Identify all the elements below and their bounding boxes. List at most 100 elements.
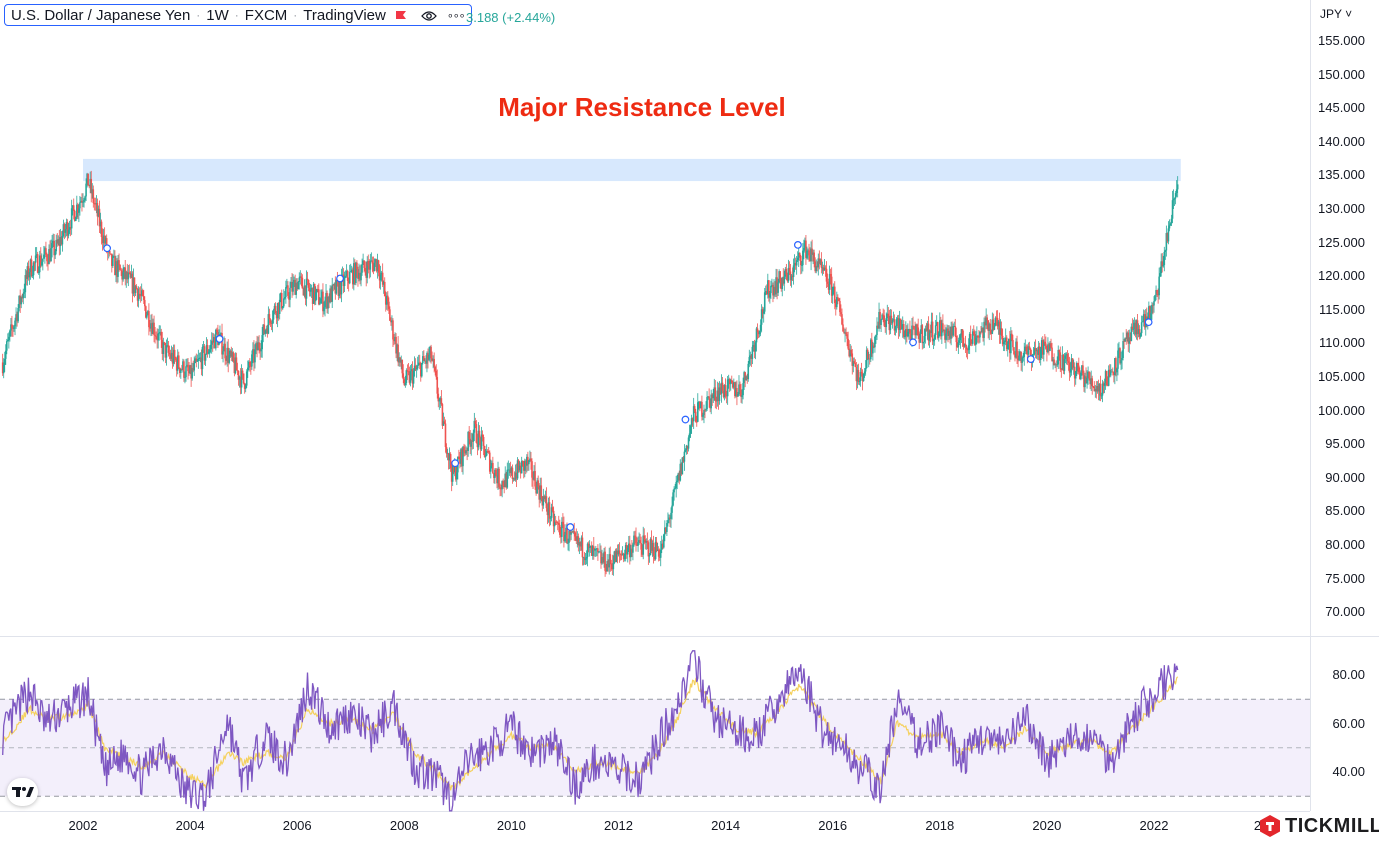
candle-body[interactable] xyxy=(209,344,212,350)
candle-body[interactable] xyxy=(114,256,116,276)
candle-body[interactable] xyxy=(975,337,977,345)
candle-body[interactable] xyxy=(782,277,785,284)
candle-body[interactable] xyxy=(1129,337,1132,342)
candle-body[interactable] xyxy=(603,551,605,563)
candle-body[interactable] xyxy=(211,340,214,343)
candle-body[interactable] xyxy=(275,313,278,319)
candle-body[interactable] xyxy=(200,357,203,370)
candle-body[interactable] xyxy=(202,346,205,348)
candle-body[interactable] xyxy=(216,329,218,332)
candle-body[interactable] xyxy=(253,349,255,363)
candle-body[interactable] xyxy=(233,361,236,374)
candle-body[interactable] xyxy=(977,335,979,337)
candle-body[interactable] xyxy=(686,445,689,449)
candle-body[interactable] xyxy=(1098,383,1101,392)
candle-body[interactable] xyxy=(471,440,474,442)
candle-body[interactable] xyxy=(179,367,181,373)
candle-body[interactable] xyxy=(482,436,485,446)
candle-body[interactable] xyxy=(100,221,103,237)
candle-body[interactable] xyxy=(191,367,193,379)
candle-body[interactable] xyxy=(1086,377,1088,384)
candle-body[interactable] xyxy=(198,358,201,360)
candle-body[interactable] xyxy=(577,536,580,546)
candle-body[interactable] xyxy=(877,325,879,329)
candle-body[interactable] xyxy=(459,459,461,464)
candle-body[interactable] xyxy=(866,349,869,359)
candle-body[interactable] xyxy=(345,271,348,276)
candle-body[interactable] xyxy=(71,205,74,209)
candle-body[interactable] xyxy=(1052,359,1054,362)
candle-body[interactable] xyxy=(762,311,765,314)
candle-body[interactable] xyxy=(290,282,292,288)
candle-body[interactable] xyxy=(1140,322,1143,334)
candle-body[interactable] xyxy=(1118,348,1120,351)
candle-body[interactable] xyxy=(764,291,767,293)
candle-body[interactable] xyxy=(141,290,144,296)
candle-body[interactable] xyxy=(512,478,515,480)
candle-body[interactable] xyxy=(41,261,43,266)
candle-body[interactable] xyxy=(504,473,507,488)
candle-body[interactable] xyxy=(557,523,560,525)
candle-body[interactable] xyxy=(563,524,565,542)
candle-body[interactable] xyxy=(1058,349,1061,353)
candle-body[interactable] xyxy=(46,254,48,262)
candle-body[interactable] xyxy=(552,510,555,527)
candle-body[interactable] xyxy=(649,538,652,556)
candle-body[interactable] xyxy=(511,467,514,479)
candle-body[interactable] xyxy=(926,323,929,331)
candle-body[interactable] xyxy=(644,539,647,543)
candle-body[interactable] xyxy=(36,254,39,273)
candle-body[interactable] xyxy=(519,465,522,474)
candle-body[interactable] xyxy=(842,324,844,332)
candle-body[interactable] xyxy=(473,420,476,433)
candle-body[interactable] xyxy=(1066,354,1069,362)
candle-body[interactable] xyxy=(143,299,146,307)
candle-body[interactable] xyxy=(1161,261,1164,267)
candle-body[interactable] xyxy=(29,259,32,273)
candle-body[interactable] xyxy=(515,472,518,479)
candle-body[interactable] xyxy=(988,323,991,331)
candle-body[interactable] xyxy=(651,543,654,551)
candle-body[interactable] xyxy=(753,345,756,352)
candle-body[interactable] xyxy=(1054,364,1056,366)
candle-body[interactable] xyxy=(469,438,472,447)
candle-body[interactable] xyxy=(230,350,233,357)
candle-body[interactable] xyxy=(823,267,826,271)
candle-body[interactable] xyxy=(987,320,990,331)
candle-body[interactable] xyxy=(494,469,496,478)
candle-body[interactable] xyxy=(303,285,306,296)
candle-body[interactable] xyxy=(787,267,790,282)
candle-body[interactable] xyxy=(321,291,323,299)
candle-body[interactable] xyxy=(348,271,351,284)
candle-body[interactable] xyxy=(363,260,365,268)
candle-body[interactable] xyxy=(1011,333,1013,341)
candle-body[interactable] xyxy=(678,473,681,481)
candle-body[interactable] xyxy=(891,320,894,324)
candle-body[interactable] xyxy=(2,365,5,374)
candle-body[interactable] xyxy=(28,272,31,278)
candle-body[interactable] xyxy=(186,364,188,367)
candle-body[interactable] xyxy=(1175,189,1178,194)
candle-body[interactable] xyxy=(583,557,586,561)
candle-body[interactable] xyxy=(1043,341,1045,355)
candle-body[interactable] xyxy=(808,250,810,256)
candle-body[interactable] xyxy=(390,320,392,323)
candle-body[interactable] xyxy=(326,293,328,309)
candle-body[interactable] xyxy=(831,286,834,296)
candle-body[interactable] xyxy=(880,319,882,325)
candle-body[interactable] xyxy=(749,355,752,358)
candle-body[interactable] xyxy=(635,536,637,544)
candle-body[interactable] xyxy=(848,348,850,357)
candle-body[interactable] xyxy=(925,328,928,331)
candle-body[interactable] xyxy=(166,345,169,347)
candle-body[interactable] xyxy=(85,183,87,197)
candle-body[interactable] xyxy=(361,264,363,273)
candle-body[interactable] xyxy=(784,268,787,277)
candle-body[interactable] xyxy=(1022,357,1025,358)
candle-body[interactable] xyxy=(976,335,978,338)
candle-body[interactable] xyxy=(730,380,733,383)
candle-body[interactable] xyxy=(339,281,342,295)
candle-body[interactable] xyxy=(388,301,390,310)
candle-body[interactable] xyxy=(254,349,256,363)
interval-label[interactable]: 1W xyxy=(206,6,229,24)
